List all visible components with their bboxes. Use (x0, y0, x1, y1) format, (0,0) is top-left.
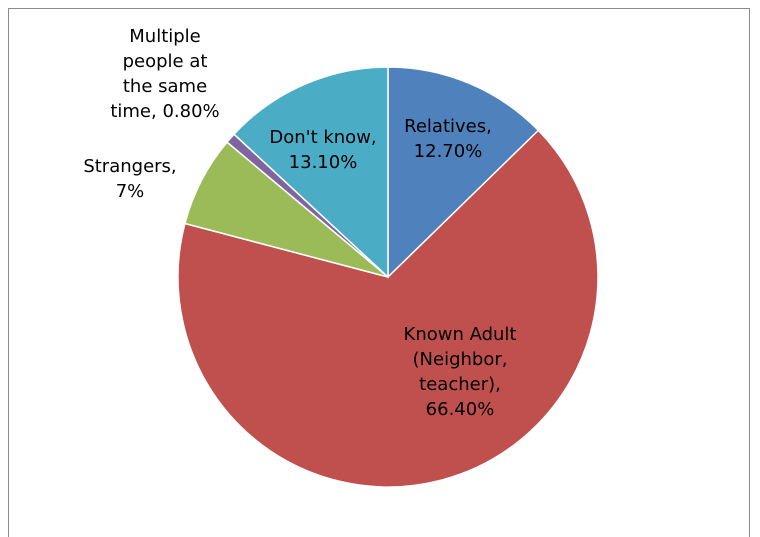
data-label-multiple-people-at-the-same-time: Multiple people at the same time, 0.80% (110, 26, 219, 122)
data-label-strangers: Strangers, 7% (83, 156, 176, 202)
